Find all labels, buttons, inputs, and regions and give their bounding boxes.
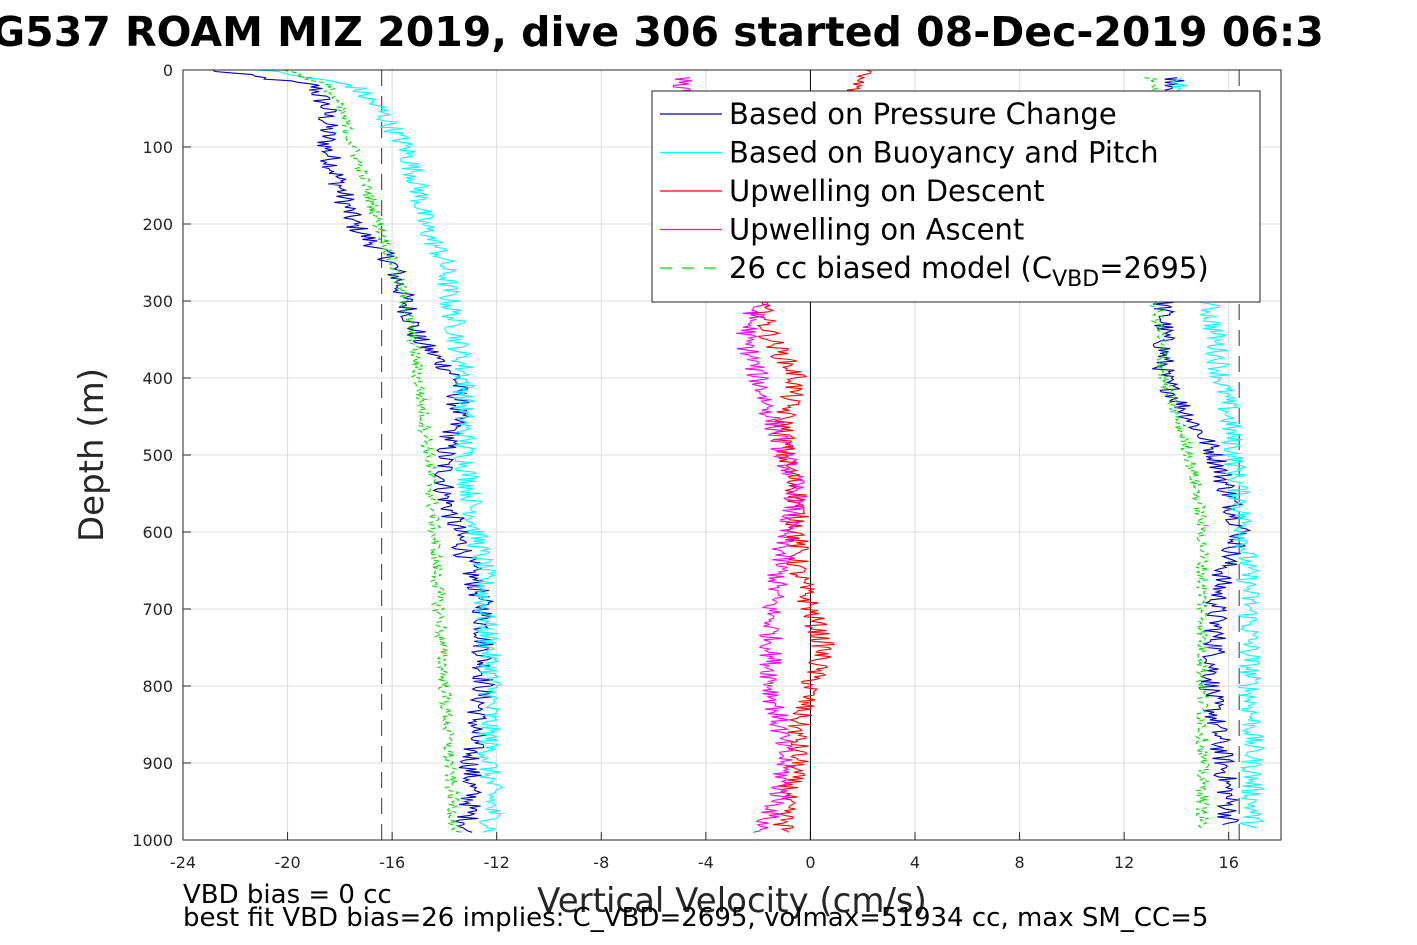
y-tick-label: 700 [142, 600, 173, 619]
x-tick-label: 8 [1014, 853, 1024, 872]
y-tick-label: 500 [142, 446, 173, 465]
chart-title: SG537 ROAM MIZ 2019, dive 306 started 08… [0, 8, 1324, 56]
legend-entry-0: Based on Pressure Change [729, 97, 1117, 131]
series-line-4-descent [283, 69, 462, 833]
x-tick-label: -8 [593, 853, 609, 872]
y-tick-label: 300 [142, 292, 173, 311]
legend-entry-1: Based on Buoyancy and Pitch [729, 136, 1159, 170]
best-fit-note: best fit VBD bias=26 implies: C_VBD=2695… [183, 903, 1208, 933]
y-tick-labels: 0 100 200 300 400 500 600 700 800 900 1000 [132, 61, 173, 850]
y-tick-label: 0 [163, 61, 173, 80]
plot-frame [182, 69, 1282, 841]
y-axis-label: Depth (m) [72, 368, 112, 542]
y-tick-label: 900 [142, 754, 173, 773]
y-tick-label: 800 [142, 677, 173, 696]
y-tick-label: 1000 [132, 831, 173, 850]
x-tick-label: -24 [170, 853, 196, 872]
y-tick-label: 100 [142, 138, 173, 157]
series-line-0-descent [212, 69, 496, 833]
vbd-bias-note: VBD bias = 0 cc [183, 880, 392, 910]
x-tick-label: 4 [910, 853, 920, 872]
x-tick-label: -4 [698, 853, 714, 872]
legend-box [651, 90, 1261, 303]
legend-entry-2: Upwelling on Descent [729, 174, 1045, 208]
y-tick-label: 400 [142, 369, 173, 388]
x-tick-label: -20 [275, 853, 301, 872]
y-tick-label: 200 [142, 215, 173, 234]
y-tick-label: 600 [142, 523, 173, 542]
x-tick-label: -16 [379, 853, 405, 872]
x-tick-label: 12 [1114, 853, 1134, 872]
legend: Based on Pressure Change Based on Buoyanc… [651, 90, 1261, 303]
legend-entry-3: Upwelling on Ascent [729, 213, 1024, 247]
x-tick-label: 16 [1219, 853, 1239, 872]
x-axis-label: Vertical Velocity (cm/s) [537, 881, 927, 921]
series-line-1-descent [257, 69, 504, 833]
x-tick-label: 0 [805, 853, 815, 872]
x-tick-labels: -24 -20 -16 -12 -8 -4 0 4 8 12 16 [170, 853, 1239, 872]
x-tick-label: -12 [484, 853, 510, 872]
